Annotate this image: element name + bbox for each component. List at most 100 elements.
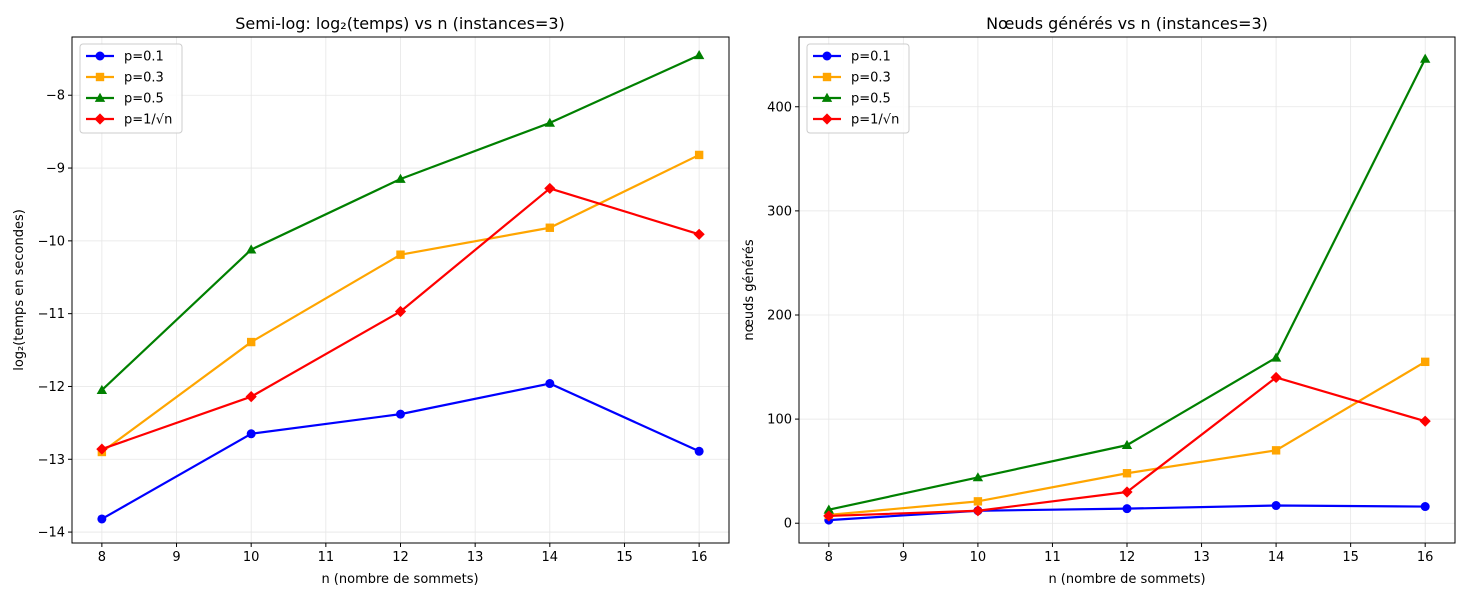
chart-left-legend-marker xyxy=(95,72,105,82)
chart-left-data-point xyxy=(544,117,556,127)
chart-right-legend: p=0.1 p=0.3 p=0.5 p=1/√n xyxy=(806,43,910,134)
chart-right-legend-label: p=1/√n xyxy=(851,113,899,128)
chart-left-data-point xyxy=(394,305,407,318)
chart-left-data-point xyxy=(545,379,555,389)
chart-left-xtick-label: 12 xyxy=(392,550,409,565)
chart-left-legend-label: p=0.1 xyxy=(124,50,164,65)
chart-left-legend: p=0.1 p=0.3 p=0.5 p=1/√n xyxy=(79,43,183,134)
chart-left-legend-box xyxy=(79,43,183,134)
chart-right-data-point xyxy=(1419,53,1431,63)
chart-left-ylabel: log₂(temps en secondes) xyxy=(12,209,27,371)
chart-left-data-point xyxy=(97,514,107,524)
chart-right-legend-marker xyxy=(822,72,832,82)
chart-left-title: Semi-log: log₂(temps) vs n (instances=3) xyxy=(235,14,565,33)
chart-left-legend-item: p=0.1 xyxy=(86,50,164,65)
chart-right-data-point xyxy=(1122,469,1132,478)
chart-left-data-point xyxy=(246,429,256,439)
chart-right-series-2 xyxy=(823,53,1431,514)
chart-left-data-point xyxy=(395,173,406,183)
chart-left-legend-marker xyxy=(94,92,106,102)
chart-right-xtick-label: 9 xyxy=(899,550,907,565)
chart-right-data-point xyxy=(1420,357,1430,367)
chart-left-legend-item: p=1/√n xyxy=(86,113,172,128)
chart-left-series-2 xyxy=(96,50,705,395)
chart-right-title: Nœuds générés vs n (instances=3) xyxy=(986,14,1268,33)
chart-right-ylabel: nœuds générés xyxy=(742,239,757,340)
chart-left-data-point xyxy=(693,228,705,240)
chart-left-ytick-label: −12 xyxy=(38,380,65,395)
chart-left-series-3 xyxy=(96,182,705,455)
chart-left-ytick-label: −10 xyxy=(38,234,65,249)
chart-left-ytick-label: −11 xyxy=(38,307,65,322)
chart-left-legend-marker xyxy=(94,113,106,125)
chart-left-data-point xyxy=(694,150,704,160)
chart-left-ytick-label: −13 xyxy=(38,453,65,468)
chart-right-legend-marker xyxy=(822,51,832,61)
chart-left-xtick-label: 10 xyxy=(243,550,260,565)
chart-right-data-point xyxy=(972,472,984,482)
chart-right-ytick-label: 400 xyxy=(767,100,792,115)
chart-left-xtick-label: 15 xyxy=(616,550,633,565)
chart-right-data-point xyxy=(1122,504,1132,514)
chart-left-series-0 xyxy=(97,379,704,524)
chart-left-ytick-label: −8 xyxy=(46,89,65,104)
chart-right-legend-label: p=0.3 xyxy=(851,71,891,86)
chart-left-data-point xyxy=(544,182,556,195)
chart-left-legend-label: p=1/√n xyxy=(124,113,172,128)
chart-right-legend-box xyxy=(806,43,910,134)
chart-right-xtick-label: 11 xyxy=(1044,550,1061,565)
chart-right-ytick-label: 300 xyxy=(767,204,792,219)
chart-right-xtick-label: 13 xyxy=(1193,550,1210,565)
chart-right-data-point xyxy=(1121,486,1133,498)
chart-right-xtick-label: 10 xyxy=(970,550,987,565)
chart-right-legend-marker xyxy=(821,92,833,102)
chart-left-data-point xyxy=(96,443,108,455)
chart-left-xtick-label: 8 xyxy=(98,550,106,565)
chart-left-data-point xyxy=(245,391,257,403)
chart-left-xtick-label: 16 xyxy=(691,550,708,565)
chart-left-ytick-label: −9 xyxy=(46,162,65,177)
chart-right-xtick-label: 14 xyxy=(1268,550,1285,565)
chart-left-xtick-label: 9 xyxy=(172,550,180,565)
chart-right-series-3 xyxy=(823,371,1431,522)
chart-left-data-point xyxy=(96,384,108,395)
chart-right-xtick-label: 12 xyxy=(1119,550,1136,565)
chart-left-xlabel: n (nombre de sommets) xyxy=(321,572,478,587)
chart-right-xtick-label: 8 xyxy=(825,550,833,565)
chart-left-legend-item: p=0.3 xyxy=(86,71,164,86)
chart-right-xlabel: n (nombre de sommets) xyxy=(1048,572,1205,587)
chart-left-legend-label: p=0.5 xyxy=(124,92,164,107)
chart-right-data-point xyxy=(1270,352,1282,362)
chart-left-data-point xyxy=(693,50,705,60)
chart-right-legend-label: p=0.1 xyxy=(851,50,891,65)
chart-right-data-point xyxy=(973,497,983,506)
chart-right-data-point xyxy=(1270,371,1282,384)
chart-left-ytick-label: −14 xyxy=(38,526,65,541)
chart-right-ytick-label: 200 xyxy=(767,308,792,323)
chart-right-legend-item: p=0.5 xyxy=(813,92,891,107)
chart-left-xtick-label: 11 xyxy=(318,550,335,565)
chart-right-xtick-label: 16 xyxy=(1417,550,1434,565)
chart-left-data-point xyxy=(245,244,257,254)
chart-left-data-point xyxy=(396,409,405,419)
chart-left-legend-item: p=0.5 xyxy=(86,92,164,107)
chart-left-legend-label: p=0.3 xyxy=(124,71,164,86)
chart-right-data-point xyxy=(1419,415,1431,427)
chart-right-legend-item: p=0.3 xyxy=(813,71,891,86)
chart-right-legend-item: p=1/√n xyxy=(813,113,899,128)
chart-right: Nœuds générés vs n (instances=3) n (nomb… xyxy=(742,14,1456,587)
chart-right-legend-item: p=0.1 xyxy=(813,50,891,65)
chart-right-data-point xyxy=(823,504,835,514)
chart-right-legend-label: p=0.5 xyxy=(851,92,891,107)
chart-right-data-point xyxy=(1420,502,1430,512)
chart-left-data-point xyxy=(694,446,704,456)
chart-left-data-point xyxy=(545,223,555,232)
chart-right-data-point xyxy=(972,505,984,517)
chart-right-data-point xyxy=(823,510,835,522)
chart-left: Semi-log: log₂(temps) vs n (instances=3)… xyxy=(12,14,730,587)
chart-right-xtick-label: 15 xyxy=(1342,550,1359,565)
chart-right-ytick-label: 100 xyxy=(767,413,792,428)
chart-left-xtick-label: 14 xyxy=(542,550,559,565)
chart-right-data-point xyxy=(1271,446,1281,455)
